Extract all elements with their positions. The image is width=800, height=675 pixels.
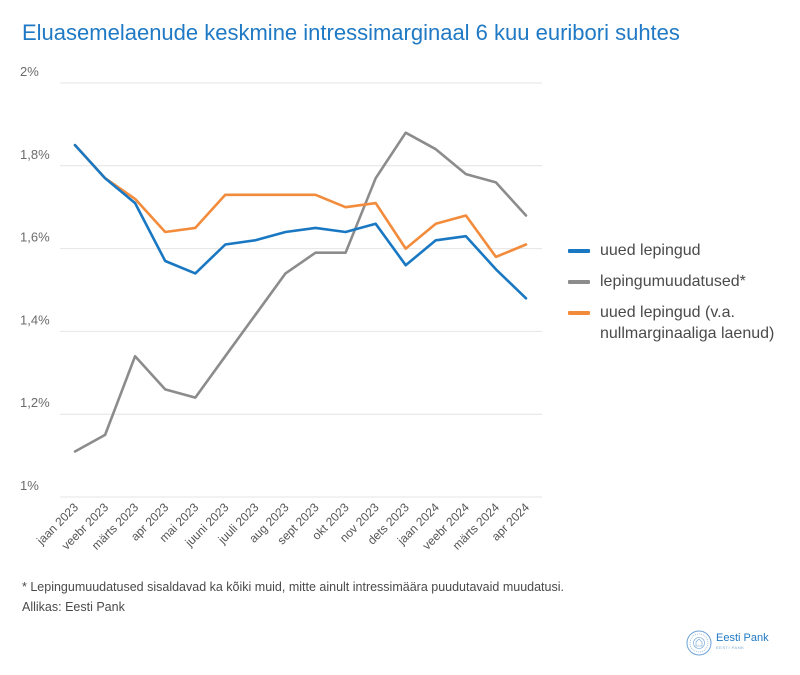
logo-subtext: EESTI PANK [716, 645, 745, 650]
footnote: * Lepingumuudatused sisaldavad ka kõiki … [22, 580, 564, 594]
logo-name: Eesti Pank [716, 632, 769, 644]
footnote-block: * Lepingumuudatused sisaldavad ka kõiki … [22, 577, 564, 617]
legend-label: uued lepingud [600, 242, 701, 259]
y-tick-label: 1,2% [20, 395, 50, 410]
series-lines [73, 131, 528, 453]
chart-title: Eluasemelaenude keskmine intressimargina… [22, 20, 680, 45]
legend-item-lepingumuudatused: lepingumuudatused* [568, 271, 783, 292]
eesti-pank-logo: Eesti Pank EESTI PANK [686, 630, 769, 656]
y-tick-label: 1,4% [20, 312, 50, 327]
seal-icon [686, 630, 712, 656]
legend-label: uued lepingud (v.a. nullmarginaaliga lae… [600, 304, 775, 342]
legend-swatch [568, 249, 590, 253]
series-line-0 [73, 143, 528, 300]
legend-item-uued-lepingud-va: uued lepingud (v.a. nullmarginaaliga lae… [568, 302, 783, 344]
legend-swatch [568, 311, 590, 315]
y-tick-label: 1,6% [20, 230, 50, 245]
y-tick-label: 2% [20, 64, 39, 79]
y-tick-label: 1,8% [20, 147, 50, 162]
y-tick-label: 1% [20, 478, 39, 493]
y-axis-ticks: 1% 1,2% 1,4% 1,6% 1,8% 2% [20, 64, 50, 493]
grid-lines [60, 82, 542, 498]
series-line-1 [73, 131, 528, 453]
series-line-2 [73, 143, 528, 259]
source-note: Allikas: Eesti Pank [22, 600, 125, 614]
legend-swatch [568, 280, 590, 284]
legend: uued lepingud lepingumuudatused* uued le… [568, 240, 783, 354]
legend-label: lepingumuudatused* [600, 273, 746, 290]
legend-item-uued-lepingud: uued lepingud [568, 240, 783, 261]
